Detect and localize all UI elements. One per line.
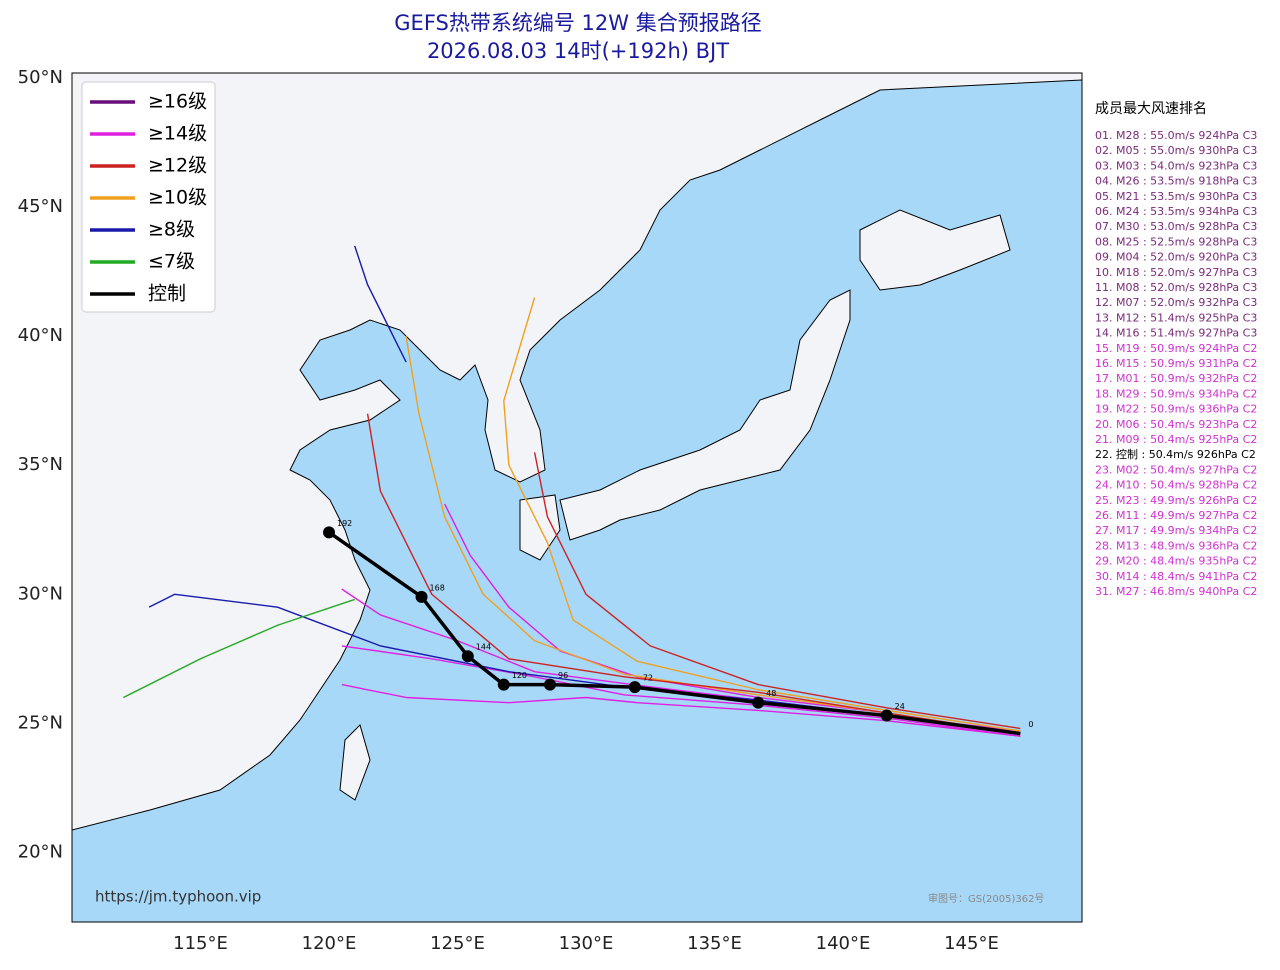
x-tick-label: 140°E [816, 933, 871, 954]
ranking-item: 13. M12 : 51.4m/s 925hPa C3 [1095, 311, 1257, 324]
ranking-title: 成员最大风速排名 [1095, 101, 1207, 117]
ranking: 成员最大风速排名 01. M28 : 55.0m/s 924hPa C3 02. M… [1095, 101, 1257, 598]
hour-label: 24 [895, 702, 905, 711]
hour-label: 144 [476, 643, 491, 652]
member-track [354, 245, 407, 363]
ranking-item: 16. M15 : 50.9m/s 931hPa C2 [1095, 357, 1257, 370]
y-tick-label: 25°N [18, 712, 63, 733]
hour-label: 120 [512, 671, 527, 680]
source-url: https://jm.typhoon.vip [95, 888, 261, 906]
frame [71, 72, 1083, 923]
ranking-item: 04. M26 : 53.5m/s 918hPa C3 [1095, 175, 1257, 188]
ranking-item: 30. M14 : 48.4m/s 941hPa C2 [1095, 570, 1257, 583]
legend-label: ≥14级 [148, 123, 207, 145]
legend-label: ≥12级 [148, 155, 207, 177]
hour-label: 72 [643, 674, 653, 683]
control-point [497, 678, 510, 691]
ranking-item: 12. M07 : 52.0m/s 932hPa C3 [1095, 296, 1257, 309]
ranking-item: 02. M05 : 55.0m/s 930hPa C3 [1095, 144, 1257, 157]
japan-honshu [559, 289, 851, 541]
ranking-item: 17. M01 : 50.9m/s 932hPa C2 [1095, 372, 1257, 385]
y-tick-label: 40°N [18, 325, 63, 346]
ranking-item: 22. 控制 : 50.4m/s 926hPa C2 [1095, 447, 1256, 461]
ranking-item: 05. M21 : 53.5m/s 930hPa C3 [1095, 190, 1257, 203]
ranking-item: 19. M22 : 50.9m/s 936hPa C2 [1095, 403, 1257, 416]
hour-label: 0 [1028, 720, 1033, 729]
control-point [628, 681, 641, 694]
control-point [461, 650, 474, 663]
legend-box [81, 81, 216, 313]
ranking-item: 15. M19 : 50.9m/s 924hPa C2 [1095, 342, 1257, 355]
legend-label: ≤7级 [148, 251, 195, 273]
ranking-item: 26. M11 : 49.9m/s 927hPa C2 [1095, 509, 1257, 522]
ranking-item: 11. M08 : 52.0m/s 928hPa C3 [1095, 281, 1257, 294]
x-tick-label: 115°E [173, 933, 228, 954]
member-track [533, 452, 1021, 730]
ranking-item: 31. M27 : 46.8m/s 940hPa C2 [1095, 585, 1257, 598]
member-track [503, 297, 1021, 732]
ranking-item: 10. M18 : 52.0m/s 927hPa C3 [1095, 266, 1257, 279]
x-tick-label: 130°E [559, 933, 614, 954]
y-tick-label: 20°N [18, 841, 63, 862]
japan-hokkaido [859, 209, 1011, 291]
ranking-item: 21. M09 : 50.4m/s 925hPa C2 [1095, 433, 1257, 446]
title: GEFS热带系统编号 12W 集合预报路径 [394, 11, 761, 35]
member-track [123, 598, 355, 699]
legend-label: ≥8级 [148, 219, 195, 241]
ranking-item: 03. M03 : 54.0m/s 923hPa C3 [1095, 159, 1257, 172]
y-tick-label: 50°N [18, 67, 63, 88]
ranking-item: 18. M29 : 50.9m/s 934hPa C2 [1095, 387, 1257, 400]
control-point [880, 709, 893, 722]
legend-label: ≥10级 [148, 187, 207, 209]
ranking-item: 25. M23 : 49.9m/s 926hPa C2 [1095, 494, 1257, 507]
member-track [341, 683, 1021, 737]
ranking-item: 28. M13 : 48.9m/s 936hPa C2 [1095, 539, 1257, 552]
control-point [415, 590, 428, 603]
ranking-item: 14. M16 : 51.4m/s 927hPa C3 [1095, 327, 1257, 340]
y-tick-label: 35°N [18, 454, 63, 475]
ranking-item: 09. M04 : 52.0m/s 920hPa C3 [1095, 251, 1257, 264]
hour-label: 48 [766, 689, 776, 698]
hour-label: 96 [558, 671, 568, 680]
legend-label: 控制 [148, 283, 186, 305]
ranking-item: 06. M24 : 53.5m/s 934hPa C3 [1095, 205, 1257, 218]
taiwan [339, 724, 371, 801]
x-tick-label: 120°E [302, 933, 357, 954]
ranking-item: 23. M02 : 50.4m/s 927hPa C2 [1095, 463, 1257, 476]
control-point [322, 526, 335, 539]
subtitle: 2026.08.03 14时(+192h) BJT [427, 39, 729, 63]
x-tick-label: 145°E [944, 933, 999, 954]
ranking-item: 01. M28 : 55.0m/s 924hPa C3 [1095, 129, 1257, 142]
x-tick-label: 125°E [430, 933, 485, 954]
ranking-item: 07. M30 : 53.0m/s 928hPa C3 [1095, 220, 1257, 233]
y-tick-label: 45°N [18, 196, 63, 217]
ranking-item: 08. M25 : 52.5m/s 928hPa C3 [1095, 235, 1257, 248]
map: 192 168 144 120 96 72 48 24 0 [72, 73, 1082, 922]
ranking-item: 20. M06 : 50.4m/s 923hPa C2 [1095, 418, 1257, 431]
hour-label: 192 [337, 519, 352, 528]
ranking-item: 29. M20 : 48.4m/s 935hPa C2 [1095, 555, 1257, 568]
hour-label: 168 [430, 583, 445, 592]
member-track [366, 413, 1021, 735]
y-tick-label: 30°N [18, 583, 63, 604]
legend-label: ≥16级 [148, 91, 207, 113]
ranking-item: 27. M17 : 49.9m/s 934hPa C2 [1095, 524, 1257, 537]
x-tick-label: 135°E [687, 933, 742, 954]
control-point [544, 678, 557, 691]
map-approval: 审图号：GS(2005)362号 [928, 892, 1044, 905]
axes: 115°E 120°E 125°E 130°E 135°E 140°E 145°E 20°N 2… [18, 67, 999, 954]
member-track [405, 336, 1021, 735]
tracks: 192 168 144 120 96 72 48 24 0 [123, 245, 1033, 737]
control-point [752, 696, 765, 709]
ranking-item: 24. M10 : 50.4m/s 928hPa C2 [1095, 479, 1257, 492]
